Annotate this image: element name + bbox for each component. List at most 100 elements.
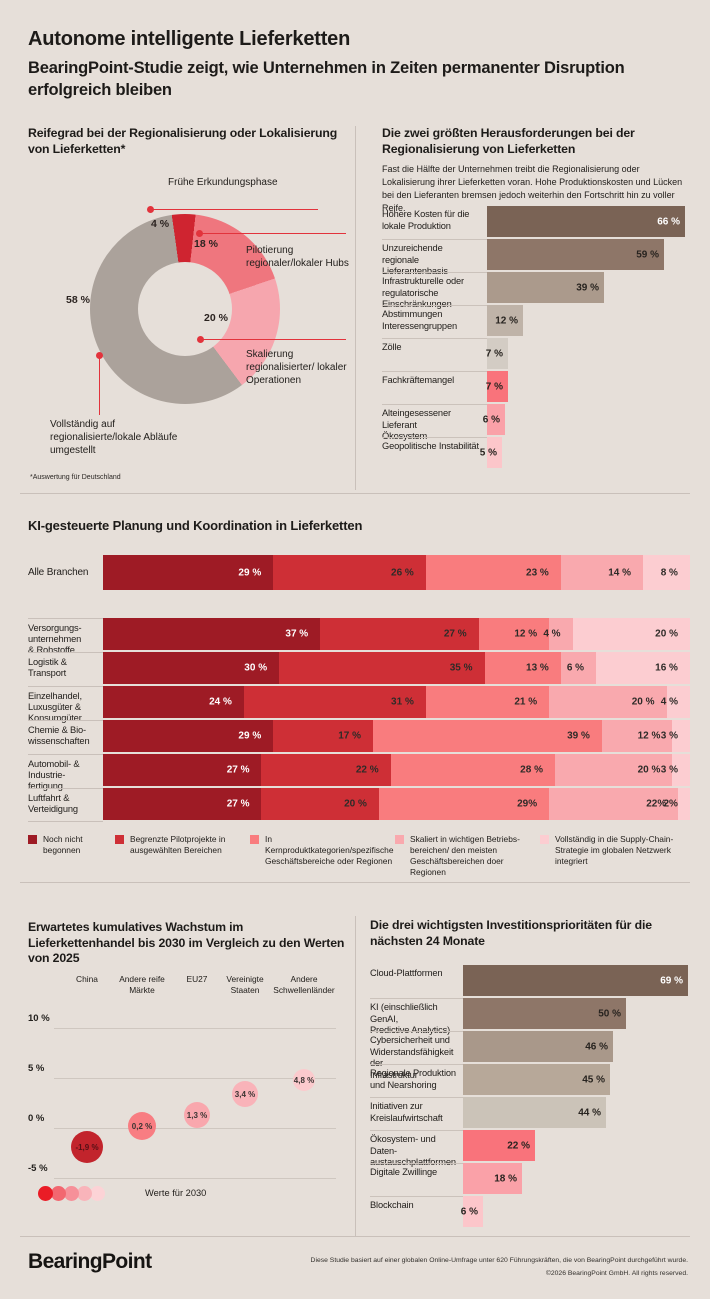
bar-label: Geopolitische Instabilität xyxy=(382,437,487,470)
gridline xyxy=(54,1028,336,1029)
bar-fill: 59 % xyxy=(487,239,664,270)
segment-value: 3 % xyxy=(660,730,678,742)
stacked-bar: 27 % 22 % 28 % 20 % 3 % xyxy=(103,754,690,786)
segment-value: 17 % xyxy=(338,730,361,742)
segment-value: 22 % xyxy=(355,764,379,776)
bar-fill: 6 % xyxy=(483,404,505,435)
stacked-row: Automobil- & Industrie- fertigung 27 % 22 … xyxy=(28,754,690,791)
bar-row: Geopolitische Instabilität 5 % xyxy=(382,437,692,470)
bar-track: 18 % xyxy=(463,1163,692,1196)
stacked-segment: 27 % xyxy=(103,754,262,786)
bar-track: 45 % xyxy=(463,1064,692,1097)
stacked-bar: 29 % 26 % 23 % 14 % 8 % xyxy=(103,555,690,590)
stacked-row-label: Einzelhandel, Luxusgüter & Konsumgüter xyxy=(28,686,103,723)
bar-track: 7 % xyxy=(486,371,692,404)
segment-value: 30 % xyxy=(244,662,268,674)
segment-value: 12 % xyxy=(637,730,661,742)
divider-horizontal-1 xyxy=(20,493,690,494)
donut-slice-label: Frühe Erkundungsphase xyxy=(168,177,278,188)
stacked-segment: 22 % xyxy=(261,754,391,786)
segment-value: 8 % xyxy=(660,567,678,578)
bar-value: 50 % xyxy=(598,1008,621,1019)
bar-row: Blockchain 6 % xyxy=(370,1196,692,1229)
segment-value: 39 % xyxy=(567,730,590,742)
legend-swatch xyxy=(540,835,549,844)
gridline xyxy=(54,1078,336,1079)
y-axis-tick-label: 5 % xyxy=(28,1063,45,1074)
stacked-segment: 12 % xyxy=(478,618,550,650)
x-axis-category-label: China xyxy=(76,974,98,984)
bar-fill: 18 % xyxy=(463,1163,522,1194)
stacked-segment: 23 % xyxy=(425,555,561,590)
segment-value: 20 % xyxy=(631,696,655,708)
ai-legend: Noch nicht begonnen Begrenzte Pilotprojek… xyxy=(28,834,690,884)
growth-title: Erwartetes kumulatives Wachstum im Liefe… xyxy=(28,920,345,965)
bar-label: KI (einschließlich GenAI, Predictive Ana… xyxy=(370,998,463,1035)
stacked-row-label: Versorgungs- unternehmen & Rohstoffe xyxy=(28,618,103,655)
bar-track: 44 % xyxy=(463,1097,692,1130)
stacked-row-label: Chemie & Bio- wissenschaften xyxy=(28,720,103,754)
footer-notes: Diese Studie basiert auf einer globalen … xyxy=(311,1254,688,1280)
stacked-segment: 27 % xyxy=(103,788,262,820)
ai-planning-section: KI-gesteuerte Planung und Koordination i… xyxy=(28,514,690,884)
legend-circle xyxy=(64,1186,79,1201)
bar-value: 22 % xyxy=(507,1140,530,1151)
segment-value: 29% xyxy=(517,798,538,810)
divider-vertical-bottom xyxy=(355,916,356,1236)
bar-track: 22 % xyxy=(463,1130,692,1163)
legend-circle xyxy=(51,1186,66,1201)
bar-value: 45 % xyxy=(582,1074,605,1085)
segment-value: 27 % xyxy=(443,628,467,640)
ai-industry-rows: Versorgungs- unternehmen & Rohstoffe 37 %… xyxy=(28,618,690,822)
segment-value: 22% xyxy=(646,798,667,810)
bar-value: 44 % xyxy=(578,1107,601,1118)
x-axis-category-label: Andere Schwellenländer xyxy=(273,974,335,995)
segment-value: 29 % xyxy=(238,730,262,742)
bar-row: Unzureichende regionale Lieferantenbasis… xyxy=(382,239,692,276)
data-bubble: 0,2 % xyxy=(128,1112,156,1140)
bar-fill: 69 % xyxy=(463,965,688,996)
challenges-bar-chart: Höhere Kosten für die lokale Produktion 6… xyxy=(382,206,692,470)
bar-value: 18 % xyxy=(494,1173,517,1184)
divider-vertical-top xyxy=(355,126,356,490)
stacked-segment: 3 % xyxy=(661,720,690,752)
bar-label: Unzureichende regionale Lieferantenbasis xyxy=(382,239,487,276)
bar-label: Fachkräftemangel xyxy=(382,371,487,404)
stacked-row: Versorgungs- unternehmen & Rohstoffe 37 %… xyxy=(28,618,690,655)
callout-dot xyxy=(196,230,203,237)
bar-value: 5 % xyxy=(479,447,497,458)
donut-slice-value: 58 % xyxy=(66,294,90,306)
bar-label: Ökosystem- und Daten- austauschplattform… xyxy=(370,1130,463,1167)
investments-bar-chart: Cloud-Plattformen 69 % KI (einschließlich … xyxy=(370,965,692,1229)
bar-label: Initiativen zur Kreislaufwirtschaft xyxy=(370,1097,463,1130)
bar-label: Regionale Produktion und Nearshoring xyxy=(370,1064,463,1097)
y-axis-tick-label: 0 % xyxy=(28,1113,45,1124)
bar-label: Infrastrukturelle oder regulatorische Ei… xyxy=(382,272,487,309)
stacked-segment: 24 % xyxy=(103,686,244,718)
bar-row: Regionale Produktion und Nearshoring 45 % xyxy=(370,1064,692,1097)
legend-label: In Kernproduktkategorien/spezifische Ges… xyxy=(265,834,394,866)
stacked-segment: 35 % xyxy=(279,652,485,684)
bar-row: Alteingesessener Lieferant Ökosystem 6 % xyxy=(382,404,692,441)
bar-value: 66 % xyxy=(657,216,680,227)
growth-scatter-chart: 10 % 5 % 0 % -5 % China -1,9 % Andere reife Mä… xyxy=(28,916,350,1216)
segment-value: 28 % xyxy=(520,764,543,776)
stacked-segment: 13 % xyxy=(484,652,561,684)
bar-fill: 12 % xyxy=(487,305,523,336)
bar-value: 46 % xyxy=(585,1041,608,1052)
bar-track: 12 % xyxy=(487,305,692,338)
bar-label: Höhere Kosten für die lokale Produktion xyxy=(382,209,470,231)
legend-label: Vollständig in die Supply-Chain-Strategi… xyxy=(555,834,674,866)
stacked-row-label: Logistik & Transport xyxy=(28,652,103,686)
donut-hole xyxy=(138,262,232,356)
stacked-segment: 29 % xyxy=(103,720,274,752)
bar-label: Blockchain xyxy=(370,1196,463,1229)
bar-track: 6 % xyxy=(461,1196,692,1229)
bar-fill: 7 % xyxy=(486,338,508,369)
stacked-segment: 4 % xyxy=(543,618,573,650)
segment-value: 4 % xyxy=(543,628,561,640)
y-axis-tick-label: -5 % xyxy=(28,1163,48,1174)
bar-row: KI (einschließlich GenAI, Predictive Ana… xyxy=(370,998,692,1035)
page-title: Autonome intelligente Lieferketten xyxy=(28,28,351,50)
stacked-segment: 16 % xyxy=(596,652,690,684)
